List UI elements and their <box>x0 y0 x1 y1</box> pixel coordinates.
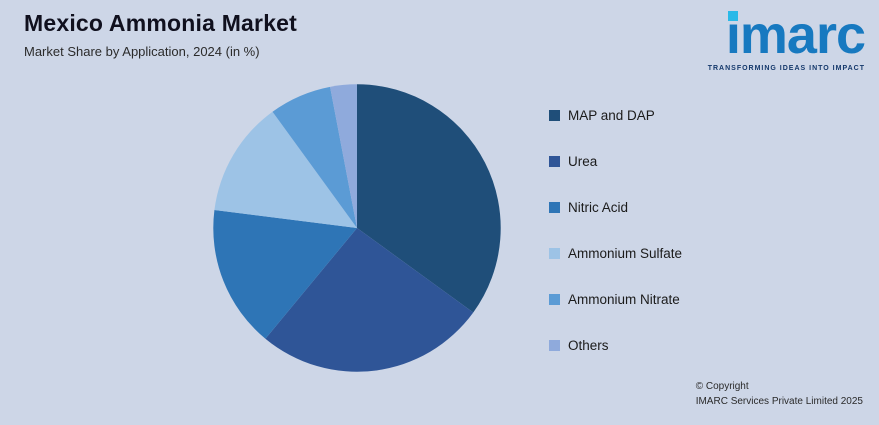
legend-item: Ammonium Nitrate <box>549 290 682 308</box>
legend-item: Nitric Acid <box>549 198 682 216</box>
legend-label: Ammonium Sulfate <box>568 245 683 261</box>
legend-swatch <box>549 201 560 213</box>
legend-item: Urea <box>549 152 682 170</box>
logo-cyan-dot-icon <box>727 11 738 21</box>
legend-swatch <box>549 293 560 305</box>
pie-slice-nitric-acid <box>213 209 357 339</box>
legend-swatch <box>549 339 560 351</box>
pie-chart-svg <box>213 84 501 372</box>
pie-slice-map-and-dap <box>357 84 501 313</box>
legend-label: MAP and DAP <box>568 107 655 123</box>
page-title: Mexico Ammonia Market <box>24 10 298 36</box>
pie-slice-ammonium-nitrate <box>272 86 357 229</box>
chart-legend: MAP and DAP Urea Nitric Acid Ammonium Sulfa… <box>549 106 682 354</box>
pie-slice-ammonium-sulfate <box>214 111 357 228</box>
logo-tagline: TRANSFORMING IDEAS INTO IMPACT <box>707 65 865 72</box>
copyright-line-2: IMARC Services Private Limited 2025 <box>695 396 863 407</box>
imarc-logo: ı marc TRANSFORMING IDEAS INTO IMPACT <box>695 5 866 72</box>
page-subtitle: Market Share by Application, 2024 (in %) <box>24 44 260 59</box>
legend-swatch <box>549 109 560 121</box>
legend-label: Nitric Acid <box>568 199 629 215</box>
pie-slice-others <box>330 84 357 228</box>
header: Mexico Ammonia Market Market Share by Ap… <box>24 10 297 59</box>
logo-letter-i: ı <box>725 5 741 65</box>
legend-label: Urea <box>568 153 598 169</box>
legend-item: MAP and DAP <box>549 106 682 124</box>
copyright-notice: © Copyright IMARC Services Private Limit… <box>696 379 863 409</box>
legend-label: Others <box>568 337 609 353</box>
copyright-line-1: © Copyright <box>695 381 749 392</box>
logo-i-stem: ı <box>725 5 741 65</box>
pie-slice-urea <box>265 228 474 372</box>
legend-item: Ammonium Sulfate <box>549 244 682 262</box>
legend-swatch <box>549 247 560 259</box>
logo-letters-marc: marc <box>739 5 866 65</box>
legend-swatch <box>549 155 560 167</box>
legend-item: Others <box>549 336 682 354</box>
imarc-logo-wordmark: ı marc <box>725 5 866 65</box>
pie-chart <box>205 76 509 380</box>
legend-label: Ammonium Nitrate <box>568 291 680 307</box>
